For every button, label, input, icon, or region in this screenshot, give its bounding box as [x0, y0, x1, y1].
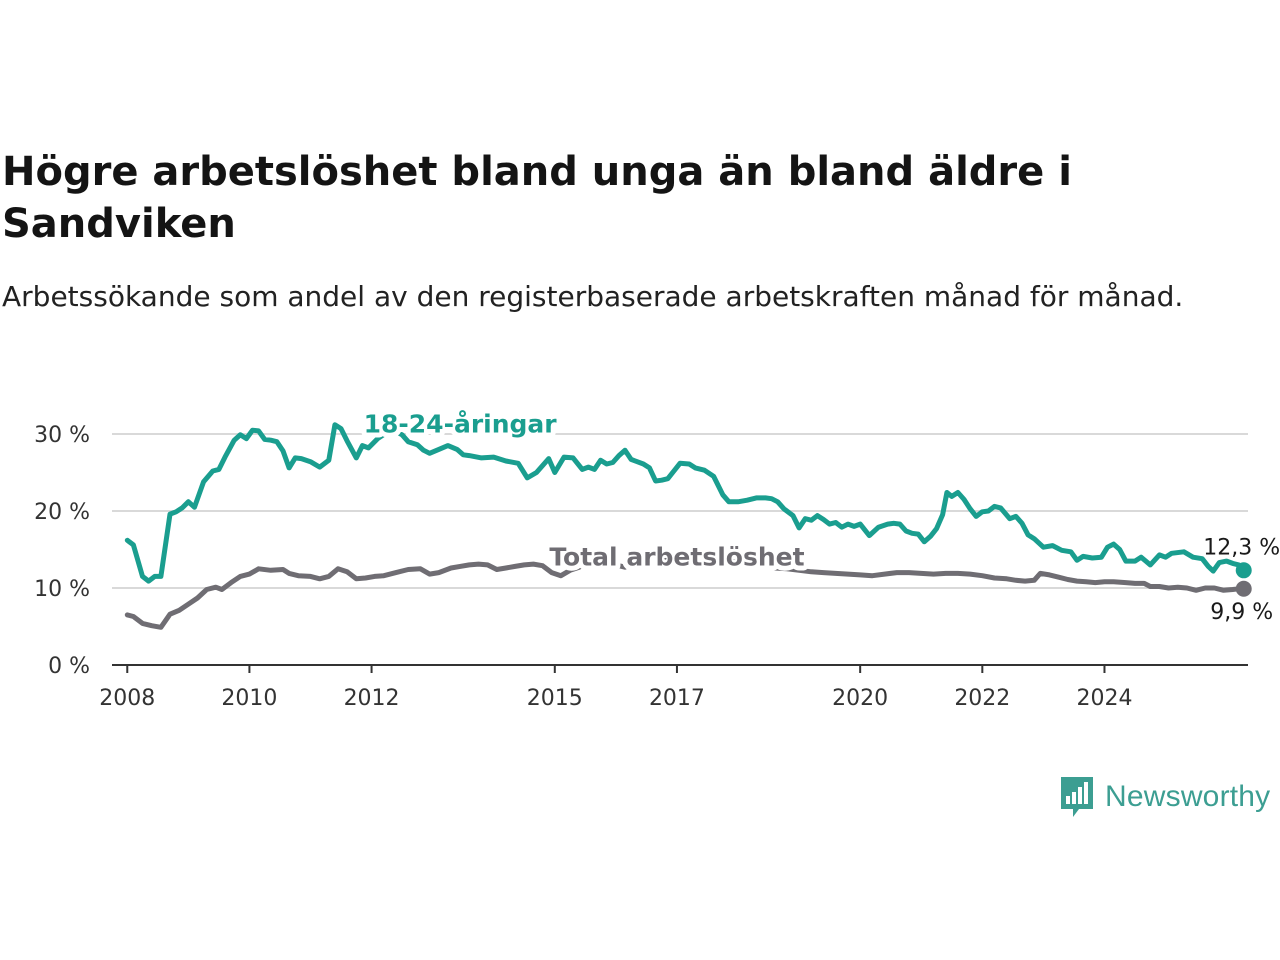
series-end-label: 9,9 %	[1210, 600, 1273, 625]
brand-logo: Newsworthy	[1059, 775, 1270, 819]
line-chart: 0 % 10 % 20 % 30 % 2008 2010 2012 2015 2017 2020…	[34, 404, 1280, 711]
x-tick-label: 2015	[527, 686, 583, 711]
x-tick-label: 2008	[99, 686, 155, 711]
y-tick-label: 30 %	[34, 423, 90, 448]
y-tick-label: 10 %	[34, 577, 90, 602]
x-tick-label: 2012	[344, 686, 400, 711]
series-name-label: Total arbetslöshet	[549, 543, 804, 572]
series-end-dot	[1235, 580, 1252, 597]
x-axis-ticks: 2008 2010 2012 2015 2017 2020 2022 2024	[99, 665, 1132, 711]
y-tick-label: 0 %	[48, 654, 90, 679]
series-line	[124, 553, 1247, 630]
y-tick-label: 20 %	[34, 500, 90, 525]
y-axis-ticks: 0 % 10 % 20 % 30 %	[34, 423, 90, 679]
series-labels: 18-24-åringar 12,3 % Total arbetslöshet 9,9…	[359, 404, 1280, 627]
x-tick-label: 2010	[221, 686, 277, 711]
series-end-label: 12,3 %	[1203, 535, 1280, 560]
chart-subtitle: Arbetssökande som andel av den registerb…	[2, 280, 1184, 313]
series-name-label: 18-24-åringar	[364, 409, 558, 438]
series-line	[124, 422, 1247, 584]
series-end-dot	[1235, 562, 1252, 579]
grid-lines	[112, 433, 1248, 589]
series-lines	[124, 422, 1252, 630]
x-tick-label: 2017	[649, 686, 705, 711]
x-tick-label: 2024	[1076, 686, 1132, 711]
x-tick-label: 2022	[954, 686, 1010, 711]
x-tick-label: 2020	[832, 686, 888, 711]
bar-chart-speech-bubble-icon	[1061, 777, 1093, 817]
chart-title: Högre arbetslöshet bland unga än bland ä…	[2, 149, 1072, 247]
brand-name: Newsworthy	[1105, 780, 1271, 813]
